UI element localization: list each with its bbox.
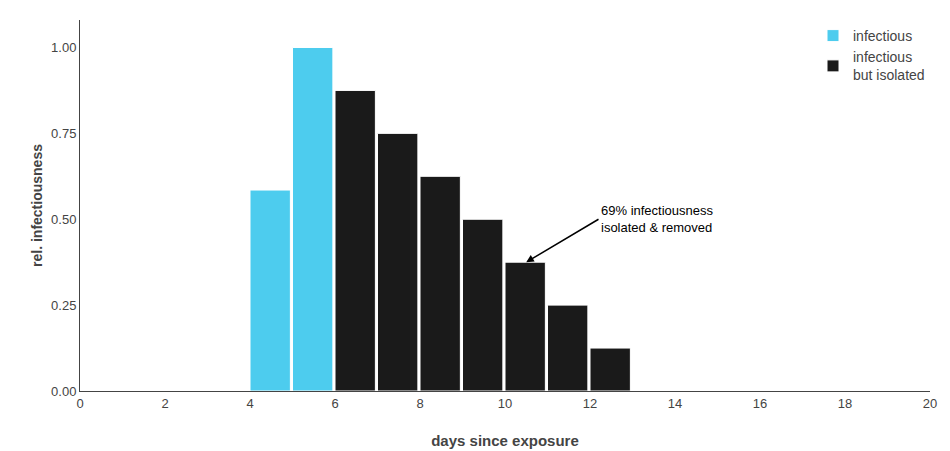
svg-text:16: 16 — [753, 396, 767, 411]
svg-text:4: 4 — [246, 396, 253, 411]
svg-text:8: 8 — [416, 396, 423, 411]
svg-text:10: 10 — [498, 396, 512, 411]
svg-text:0.00: 0.00 — [51, 384, 76, 399]
svg-text:18: 18 — [838, 396, 852, 411]
svg-text:0: 0 — [76, 396, 83, 411]
svg-text:0.25: 0.25 — [51, 298, 76, 313]
svg-text:0.50: 0.50 — [51, 212, 76, 227]
svg-text:0.75: 0.75 — [51, 126, 76, 141]
svg-text:days since exposure: days since exposure — [431, 432, 579, 449]
svg-text:2: 2 — [161, 396, 168, 411]
svg-text:1.00: 1.00 — [51, 40, 76, 55]
svg-text:69% infectiousnessisolated & r: 69% infectiousnessisolated & removed — [601, 203, 714, 235]
svg-text:6: 6 — [331, 396, 338, 411]
svg-text:infectious: infectious — [853, 28, 912, 44]
svg-text:rel. infectiousness: rel. infectiousness — [29, 144, 45, 267]
svg-text:14: 14 — [668, 396, 682, 411]
svg-text:12: 12 — [583, 396, 597, 411]
svg-text:20: 20 — [923, 396, 937, 411]
svg-text:infectiousbut isolated: infectiousbut isolated — [853, 49, 925, 83]
